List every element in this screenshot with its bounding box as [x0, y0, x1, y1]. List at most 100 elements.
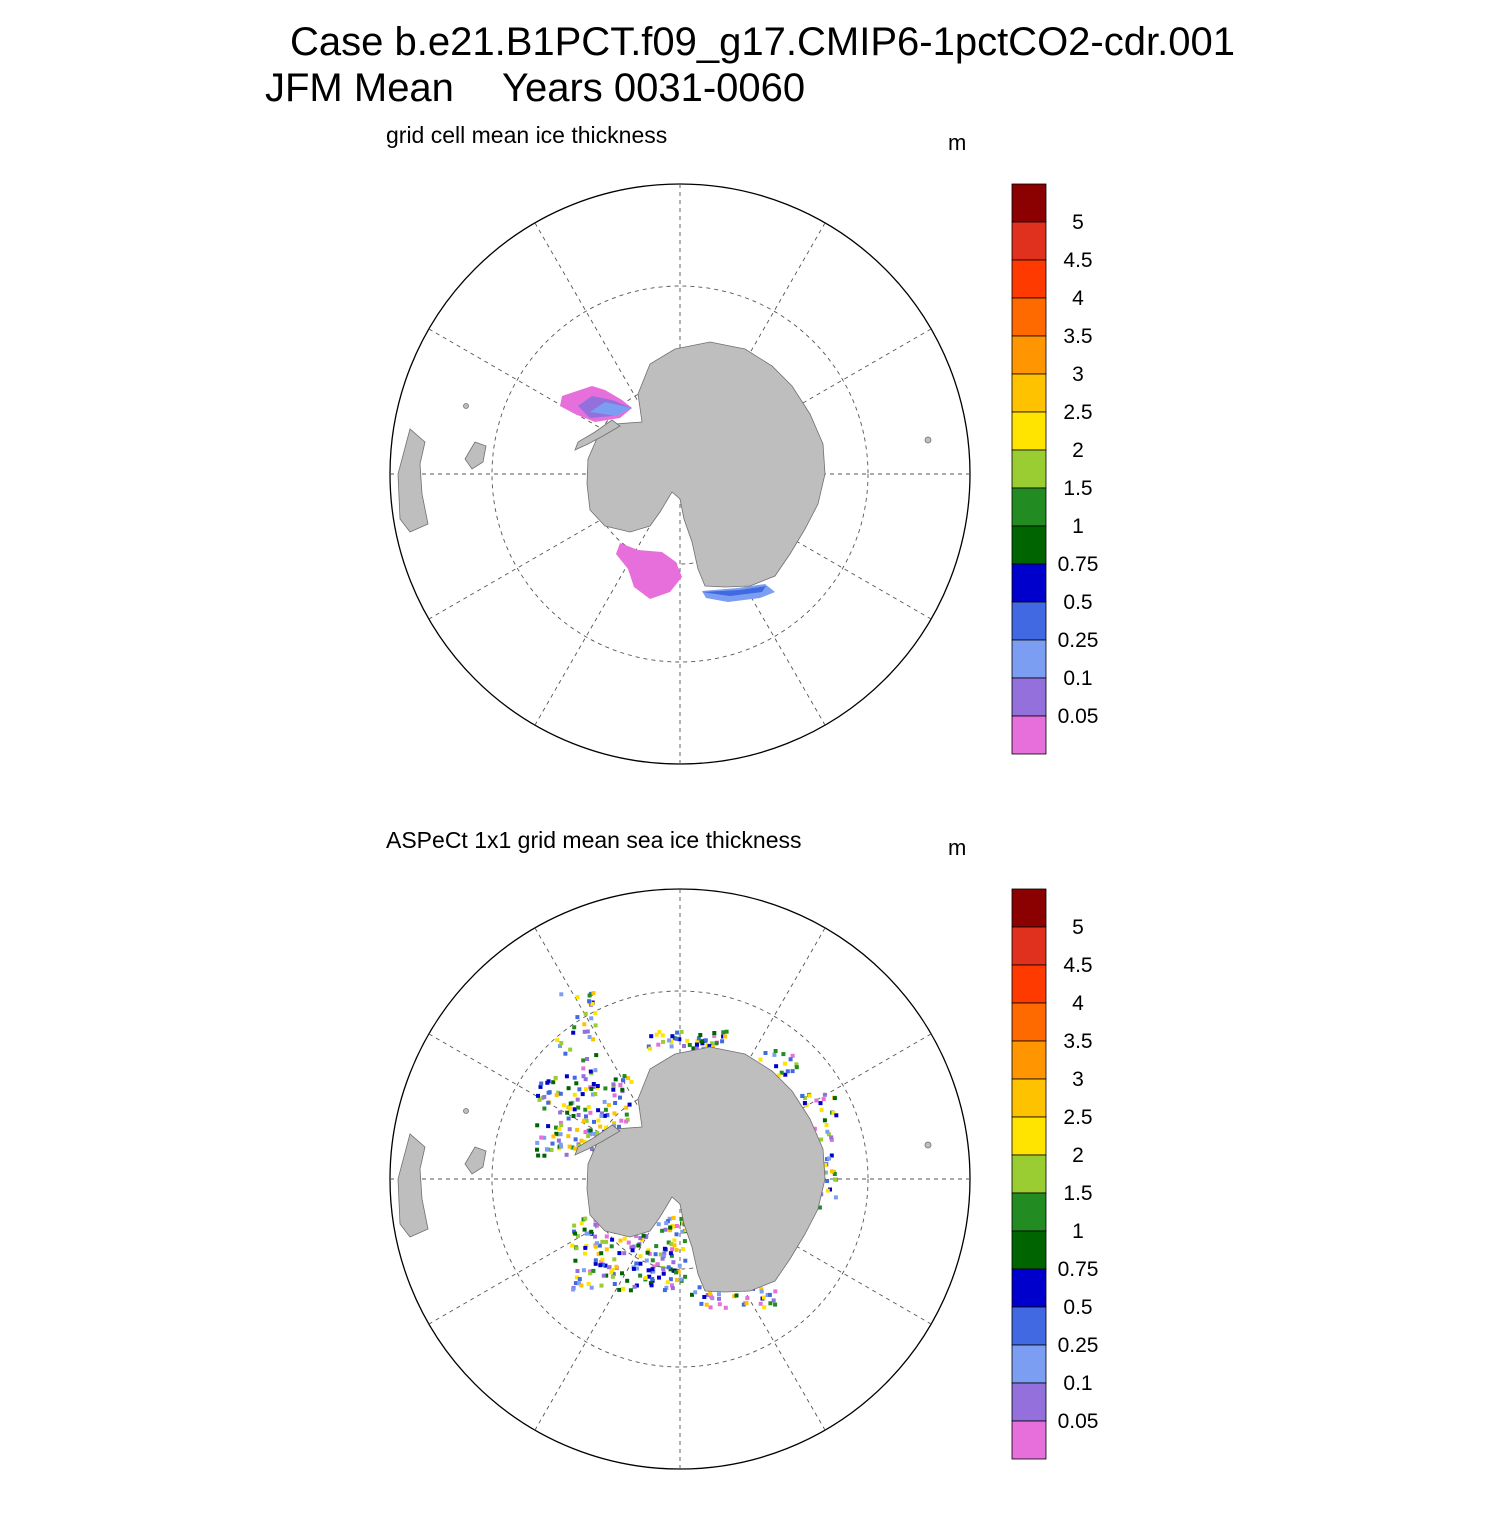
observation-cell — [555, 1038, 560, 1043]
observation-cell — [674, 1036, 679, 1041]
observation-cell — [644, 1234, 649, 1238]
colorbar-swatch — [1011, 601, 1047, 641]
observation-cell — [610, 1237, 615, 1242]
observation-cell — [779, 1070, 784, 1075]
observation-cell — [687, 1043, 692, 1047]
observation-cell — [593, 1011, 598, 1016]
observation-cell — [559, 992, 564, 997]
observation-cell — [763, 1051, 768, 1055]
observation-cell — [546, 1124, 551, 1129]
observation-cell — [674, 1224, 679, 1228]
observation-cell — [705, 1043, 710, 1048]
island — [924, 436, 932, 444]
observation-cell — [583, 1245, 588, 1250]
observation-cell — [558, 1110, 563, 1115]
colorbar-tick-label: 1 — [1072, 515, 1084, 538]
observation-cell — [593, 1261, 598, 1266]
observation-cell — [662, 1246, 667, 1251]
observation-cell — [565, 1110, 570, 1115]
observation-cell — [691, 1046, 696, 1051]
observation-cell — [564, 1152, 569, 1157]
observation-cell — [585, 1029, 590, 1034]
observation-cell — [761, 1295, 766, 1300]
observation-cell — [566, 1086, 571, 1091]
observation-cell — [583, 1216, 588, 1221]
observation-cell — [589, 1229, 594, 1234]
observation-cell — [628, 1288, 633, 1293]
antarctic-peninsula — [574, 419, 621, 451]
observation-cell — [622, 1251, 627, 1256]
observation-cell — [647, 1251, 652, 1256]
observation-cell — [818, 1101, 823, 1106]
colorbar-swatch — [1011, 1306, 1047, 1346]
colorbar-tick-label: 4.5 — [1063, 249, 1092, 272]
observation-cell — [577, 1277, 582, 1282]
observation-cell — [596, 1251, 601, 1256]
observation-cell — [600, 1111, 604, 1116]
observation-cell — [573, 1146, 578, 1151]
observation-cell — [612, 1111, 617, 1116]
island — [463, 1108, 469, 1114]
observation-cell — [574, 1081, 579, 1086]
observation-cell — [559, 1144, 564, 1149]
observation-cell — [570, 1243, 575, 1248]
observation-cell — [741, 1302, 746, 1307]
observation-cell — [677, 1263, 682, 1268]
colorbar-tick-label: 0.1 — [1063, 1372, 1092, 1395]
colorbar-swatch — [1011, 1268, 1047, 1308]
observation-cell — [579, 1283, 584, 1288]
observation-cell — [602, 1099, 607, 1104]
observation-cell — [785, 1069, 790, 1074]
observation-cell — [717, 1296, 721, 1301]
observation-cell — [568, 1047, 573, 1052]
observation-cell — [646, 1248, 651, 1253]
observation-cell — [669, 1242, 674, 1247]
observation-cell — [558, 1044, 562, 1048]
observation-cell — [588, 1128, 593, 1133]
colorbar-tick-label: 2 — [1072, 439, 1084, 462]
colorbar-swatch — [1011, 1002, 1047, 1042]
observation-cell — [588, 1271, 593, 1276]
colorbar-tick-label: 2.5 — [1063, 1106, 1092, 1129]
observation-cell — [603, 1263, 608, 1268]
observation-cell — [646, 1268, 651, 1273]
observation-cell — [807, 1093, 812, 1098]
australia — [397, 428, 429, 533]
observation-cell — [617, 1124, 621, 1129]
observation-cell — [776, 1073, 781, 1078]
observation-cell — [604, 1239, 609, 1244]
observation-cell — [591, 1037, 595, 1042]
observation-cell — [660, 1256, 665, 1261]
observation-cell — [589, 1086, 594, 1091]
observation-cell — [536, 1153, 541, 1158]
observation-cell — [610, 1268, 615, 1272]
observation-cell — [812, 1126, 817, 1131]
observation-cell — [703, 1038, 708, 1043]
observation-cell — [714, 1041, 719, 1046]
units-label: m — [948, 130, 967, 155]
observation-cell — [668, 1267, 673, 1272]
observation-cell — [634, 1261, 639, 1266]
observation-cell — [571, 1030, 576, 1035]
observation-cell — [539, 1081, 544, 1086]
colorbar-tick-label: 0.75 — [1058, 553, 1099, 576]
observation-cell — [660, 1033, 665, 1038]
observation-cell — [584, 1118, 589, 1123]
observation-cell — [712, 1031, 717, 1035]
observation-cell — [665, 1280, 670, 1285]
observation-cell — [683, 1258, 688, 1263]
units-label: m — [948, 835, 967, 860]
antarctic-peninsula — [574, 1124, 621, 1156]
observation-cell — [603, 1086, 608, 1091]
observation-cell — [542, 1153, 547, 1158]
observation-cell — [707, 1044, 712, 1049]
observation-cell — [668, 1277, 673, 1282]
colorbar-tick-label: 1.5 — [1063, 1182, 1092, 1205]
observation-cell — [559, 1041, 564, 1045]
observation-cell — [597, 1243, 602, 1248]
observation-cell — [575, 1097, 580, 1102]
observation-cell — [535, 1147, 539, 1152]
observation-cell — [575, 1127, 580, 1132]
observation-cell — [773, 1302, 778, 1307]
observation-cell — [663, 1227, 668, 1232]
